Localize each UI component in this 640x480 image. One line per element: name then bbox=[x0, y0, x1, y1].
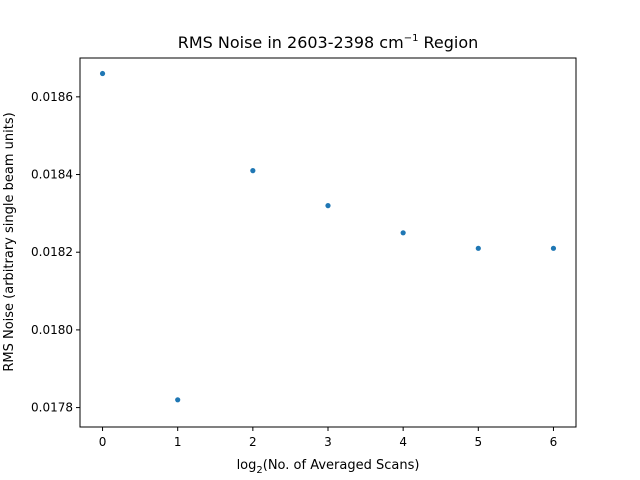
data-point bbox=[325, 203, 331, 209]
x-tick-label: 1 bbox=[174, 435, 182, 449]
x-tick-label: 0 bbox=[99, 435, 107, 449]
y-tick-label: 0.0178 bbox=[31, 401, 73, 415]
y-tick-label: 0.0182 bbox=[31, 245, 73, 259]
data-point bbox=[175, 397, 181, 403]
y-tick-label: 0.0186 bbox=[31, 90, 73, 104]
data-point bbox=[99, 70, 106, 77]
data-point bbox=[400, 230, 406, 236]
data-point bbox=[475, 245, 481, 251]
data-point bbox=[250, 168, 256, 174]
x-tick-label: 3 bbox=[324, 435, 332, 449]
y-tick-label: 0.0180 bbox=[31, 323, 73, 337]
y-axis-ticks: 0.0178 0.0180 0.0182 0.0184 0.0186 bbox=[31, 90, 80, 415]
chart-title: RMS Noise in 2603-2398 cm−1 Region bbox=[178, 33, 479, 52]
x-tick-label: 5 bbox=[474, 435, 482, 449]
y-tick-label: 0.0184 bbox=[31, 168, 73, 182]
x-axis-label: log2(No. of Averaged Scans) bbox=[237, 458, 420, 476]
x-tick-label: 6 bbox=[550, 435, 558, 449]
x-tick-label: 4 bbox=[399, 435, 407, 449]
x-axis-ticks: 0 1 2 3 4 5 6 bbox=[99, 427, 558, 449]
plot-area-frame bbox=[79, 57, 577, 428]
x-tick-label: 2 bbox=[249, 435, 257, 449]
data-points bbox=[99, 70, 557, 403]
y-axis-label: RMS Noise (arbitrary single beam units) bbox=[2, 112, 17, 371]
data-point bbox=[550, 245, 557, 251]
